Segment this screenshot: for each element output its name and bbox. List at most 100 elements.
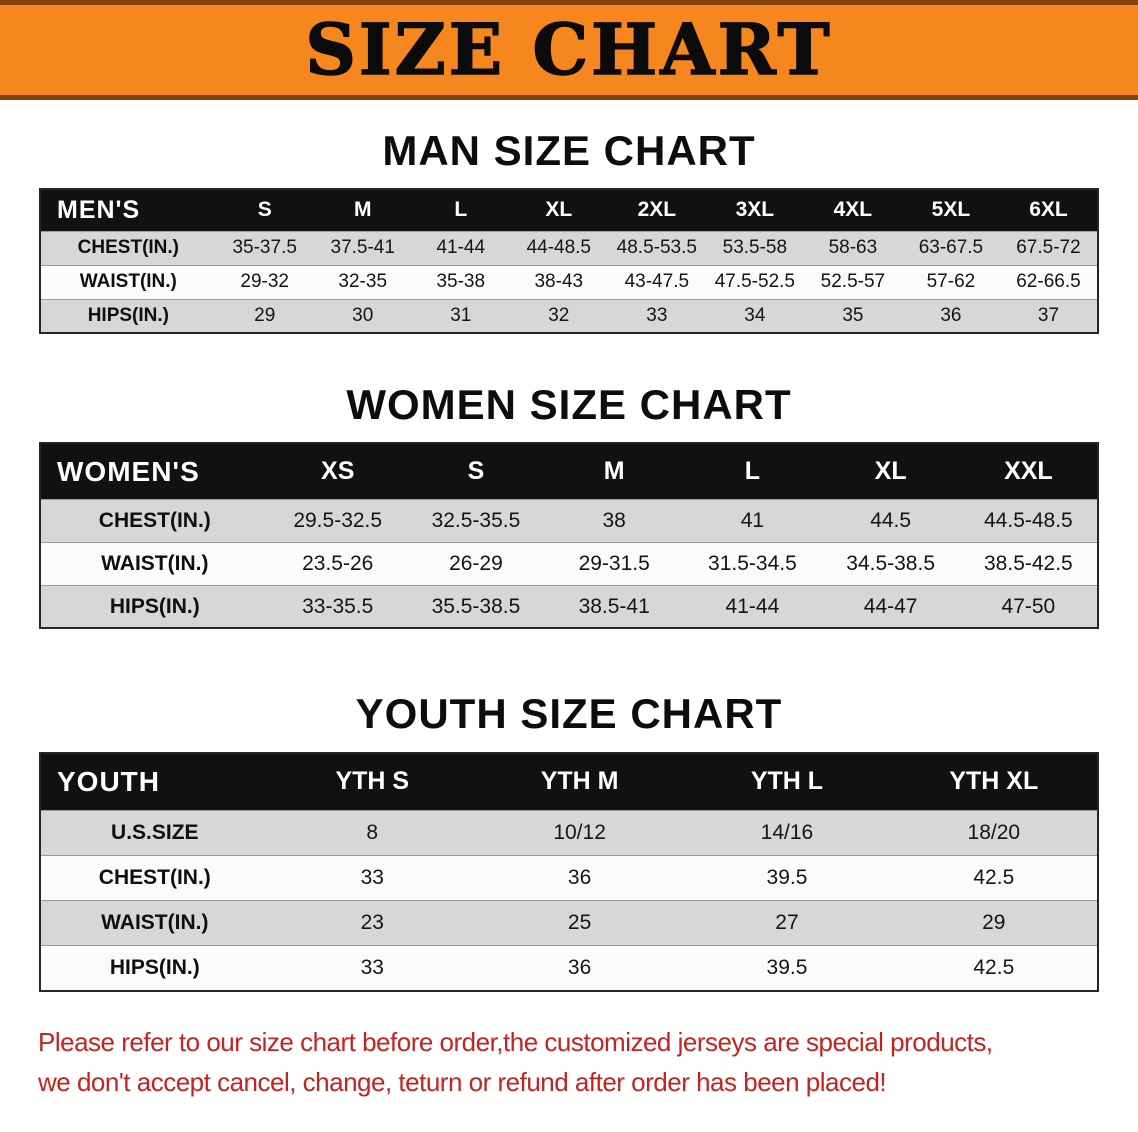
size-value-cell: 29-32 (240, 271, 289, 293)
size-value-cell: 41-44 (725, 594, 780, 618)
youth-size-table: YOUTH YTH S YTH M YTH L YTH XL U.S.SIZE 8 10/12… (39, 751, 1099, 992)
men-section-heading: MAN SIZE CHART (382, 127, 756, 174)
footer-note-line-1: Please refer to our size chart before or… (38, 1026, 993, 1057)
size-column-header: M (545, 443, 684, 500)
row-label: CHEST(IN.) (98, 508, 211, 532)
size-value-cell: 53.5-58 (722, 237, 788, 259)
size-value-cell: 38.5-41 (578, 594, 650, 618)
size-value-cell: 36 (940, 304, 962, 326)
size-value-cell: 29 (982, 911, 1006, 935)
size-value-cell: 57-62 (926, 271, 976, 293)
women-size-section: WOMEN SIZE CHART WOMEN'S XS S M L XL XXL CHEST(… (0, 381, 1138, 630)
size-value-cell: 44.5-48.5 (984, 508, 1073, 532)
footer-note: Please refer to our size chart before or… (38, 1022, 1138, 1103)
size-value-cell: 35 (842, 304, 864, 326)
size-value-cell: 30 (352, 304, 374, 326)
size-value-cell: 14/16 (760, 821, 814, 845)
size-value-cell: 44-47 (863, 594, 918, 618)
size-value-cell: 38.5-42.5 (984, 551, 1073, 575)
size-value-cell: 38-43 (534, 271, 584, 293)
size-value-cell: 47-50 (1001, 594, 1056, 618)
size-value-cell: 42.5 (973, 955, 1015, 979)
size-column-header: YTH XL (890, 752, 1098, 811)
size-column-header: XL (509, 189, 608, 232)
size-column-header: S (406, 443, 546, 500)
row-label: HIPS(IN.) (109, 955, 200, 979)
size-value-cell: 48.5-53.5 (616, 237, 697, 259)
size-value-cell: 39.5 (766, 955, 808, 979)
size-value-cell: 33 (360, 955, 384, 979)
size-value-cell: 33 (360, 866, 384, 890)
size-value-cell: 23 (360, 911, 384, 935)
row-label: WAIST(IN.) (101, 911, 209, 935)
size-value-cell: 32 (548, 304, 570, 326)
size-value-cell: 34.5-38.5 (846, 551, 936, 575)
size-value-cell: 34 (744, 304, 766, 326)
size-value-cell: 33 (646, 304, 668, 326)
banner: SIZE CHART (0, 0, 1138, 100)
size-value-cell: 44.5 (870, 508, 912, 532)
size-column-header: L (411, 189, 510, 232)
women-size-table: WOMEN'S XS S M L XL XXL CHEST(IN.) 29.5-32.5 32.5… (39, 442, 1099, 630)
size-value-cell: 37.5-41 (330, 237, 395, 259)
size-value-cell: 32-35 (338, 271, 388, 293)
size-value-cell: 62-66.5 (1016, 271, 1081, 293)
row-label: WAIST(IN.) (79, 271, 177, 293)
size-value-cell: 8 (366, 821, 379, 845)
size-value-cell: 35-37.5 (232, 237, 297, 259)
measurement-row: U.S.SIZE 8 10/12 14/16 18/20 (40, 810, 1098, 856)
size-value-cell: 29.5-32.5 (293, 508, 383, 532)
size-column-header: YTH M (475, 752, 684, 811)
table-corner-label: MEN'S (40, 189, 216, 232)
size-value-cell: 36 (567, 866, 592, 890)
size-value-cell: 10/12 (553, 821, 606, 845)
size-value-cell: 35-38 (436, 271, 486, 293)
measurement-row: WAIST(IN.) 23 25 27 29 (40, 900, 1098, 946)
size-value-cell: 39.5 (766, 866, 808, 890)
size-column-header: XL (821, 443, 960, 500)
men-size-table: MEN'S S M L XL 2XL 3XL 4XL 5XL 6XL CHEST(IN.) 35-37… (39, 188, 1099, 335)
footer-note-line-2: we don't accept cancel, change, teturn o… (38, 1066, 887, 1097)
size-value-cell: 18/20 (967, 821, 1021, 845)
measurement-row: WAIST(IN.) 23.5-26 26-29 29-31.5 31.5-34.5 34… (40, 542, 1098, 586)
size-column-header: 3XL (705, 189, 804, 232)
size-value-cell: 47.5-52.5 (714, 271, 795, 293)
size-value-cell: 52.5-57 (820, 271, 886, 293)
size-value-cell: 32.5-35.5 (431, 508, 521, 532)
size-value-cell: 29-31.5 (578, 551, 650, 575)
size-chart-page: SIZE CHART MAN SIZE CHART MEN'S S M L XL 2XL 3… (0, 0, 1138, 1103)
size-value-cell: 23.5-26 (302, 551, 374, 575)
row-label: CHEST(IN.) (77, 237, 179, 259)
size-value-cell: 63-67.5 (918, 237, 984, 259)
women-section-heading: WOMEN SIZE CHART (346, 381, 792, 429)
measurement-row: CHEST(IN.) 29.5-32.5 32.5-35.5 38 41 44.5 44.5… (40, 499, 1098, 543)
size-column-header: XS (268, 443, 407, 500)
measurement-row: CHEST(IN.) 35-37.5 37.5-41 41-44 44-48.5 48.5… (40, 231, 1098, 266)
youth-size-section: YOUTH SIZE CHART YOUTH YTH S YTH M YTH L YTH… (0, 690, 1138, 992)
size-value-cell: 27 (775, 911, 799, 935)
row-label: WAIST(IN.) (101, 551, 209, 575)
measurement-row: HIPS(IN.) 33 36 39.5 42.5 (40, 945, 1098, 991)
size-value-cell: 37 (1037, 304, 1060, 326)
size-value-cell: 58-63 (828, 237, 878, 259)
size-value-cell: 31.5-34.5 (708, 551, 797, 575)
size-value-cell: 43-47.5 (624, 271, 690, 293)
size-column-header: 2XL (607, 189, 706, 232)
size-column-header: XXL (959, 443, 1098, 500)
row-label: HIPS(IN.) (109, 594, 200, 618)
size-value-cell: 25 (567, 911, 592, 935)
youth-section-heading: YOUTH SIZE CHART (355, 690, 783, 738)
table-header-row: YOUTH YTH S YTH M YTH L YTH XL (40, 752, 1098, 811)
size-value-cell: 26-29 (449, 551, 503, 575)
size-value-cell: 36 (567, 955, 592, 979)
row-label: CHEST(IN.) (98, 866, 211, 890)
size-value-cell: 38 (602, 508, 626, 532)
size-value-cell: 35.5-38.5 (431, 594, 521, 618)
size-value-cell: 31 (450, 304, 472, 326)
size-value-cell: 67.5-72 (1016, 237, 1081, 259)
row-label: HIPS(IN.) (87, 304, 169, 326)
men-size-section: MAN SIZE CHART MEN'S S M L XL 2XL 3XL 4XL 5XL 6XL… (0, 127, 1138, 335)
size-value-cell: 44-48.5 (526, 237, 592, 259)
size-column-header: 5XL (901, 189, 1000, 232)
size-column-header: L (683, 443, 822, 500)
